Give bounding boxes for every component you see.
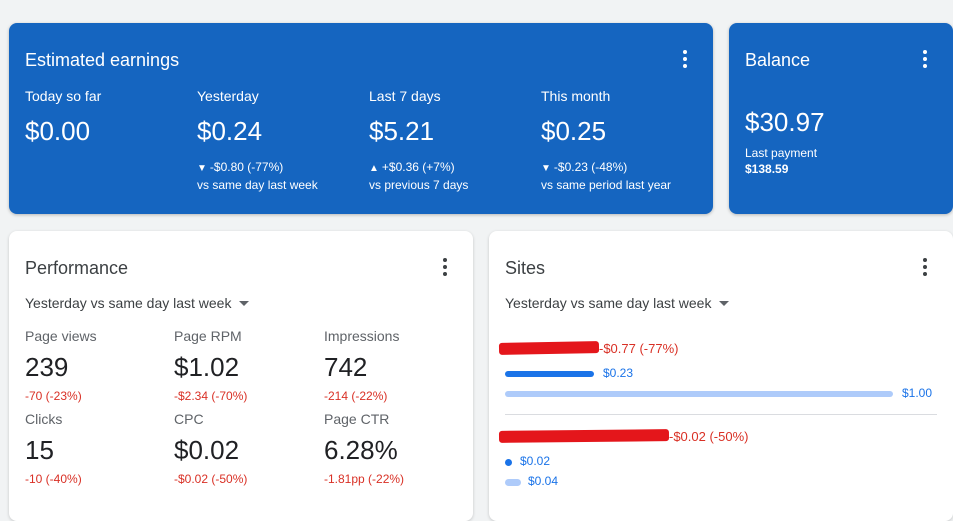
performance-more-icon[interactable] [433, 255, 457, 279]
site-current-value: $0.02 [520, 454, 551, 468]
earnings-this-month-label: This month [541, 88, 611, 104]
down-arrow-icon: ▼ [541, 163, 551, 174]
earnings-last-7-days: Last 7 days $5.21 ▲ +$0.36 (+7%) vs previ… [369, 88, 468, 193]
metric-value: $1.02 [174, 352, 240, 382]
caret-down-icon [239, 300, 250, 306]
metric-value: 6.28% [324, 435, 398, 465]
metric-change: -$0.02 (-50%) [174, 472, 248, 486]
balance-more-icon[interactable] [913, 47, 937, 71]
down-arrow-icon: ▼ [197, 163, 207, 174]
site-divider [505, 414, 937, 415]
metric-page-views: Page views 239 -70 (-23%) [25, 328, 97, 403]
earnings-last-7-days-compare: vs previous 7 days [369, 178, 469, 192]
earnings-this-month-compare: vs same period last year [541, 178, 672, 192]
metric-value: 15 [25, 435, 54, 465]
metric-value: 742 [324, 352, 368, 382]
metric-value: 239 [25, 352, 69, 382]
site-previous-bar [505, 391, 893, 397]
earnings-today-label: Today so far [25, 88, 102, 104]
earnings-yesterday-compare: vs same day last week [197, 178, 318, 192]
metric-label: CPC [174, 411, 204, 427]
earnings-last-7-days-label: Last 7 days [369, 88, 441, 104]
metric-change: -1.81pp (-22%) [324, 472, 405, 486]
sites-title: Sites [505, 258, 546, 278]
site-current-bar [505, 371, 594, 377]
site-previous-value: $0.04 [528, 474, 559, 488]
site-change: -$0.77 (-77%) [599, 341, 679, 356]
site-previous-value: $1.00 [902, 386, 933, 400]
metric-clicks: Clicks 15 -10 (-40%) [25, 411, 82, 486]
earnings-yesterday: Yesterday $0.24 ▼ -$0.80 (-77%) vs same d… [197, 88, 318, 193]
metric-value: $0.02 [174, 435, 240, 465]
metric-label: Page CTR [324, 411, 390, 427]
performance-card: Performance Yesterday vs same day last w… [9, 231, 473, 521]
performance-period-label: Yesterday vs same day last week [25, 295, 232, 311]
metric-change: -214 (-22%) [324, 389, 388, 403]
site-current-bar [505, 459, 512, 466]
balance-value: $30.97 [745, 107, 825, 137]
estimated-earnings-title: Estimated earnings [25, 50, 180, 70]
earnings-this-month-value: $0.25 [541, 116, 607, 146]
site-change: -$0.02 (-50%) [669, 429, 749, 444]
earnings-today-value: $0.00 [25, 116, 91, 146]
caret-down-icon [719, 300, 730, 306]
redacted-site-name [498, 341, 600, 355]
metric-label: Impressions [324, 328, 400, 344]
metric-change: -70 (-23%) [25, 389, 82, 403]
performance-title: Performance [25, 258, 129, 278]
redacted-site-name [498, 429, 670, 443]
sites-card: Sites Yesterday vs same day last week -$… [489, 231, 953, 521]
metric-label: Page views [25, 328, 97, 344]
sites-period-dropdown[interactable]: Yesterday vs same day last week [505, 295, 730, 311]
metric-change: -10 (-40%) [25, 472, 82, 486]
balance-title: Balance [745, 50, 811, 70]
sites-period-label: Yesterday vs same day last week [505, 295, 712, 311]
metric-impressions: Impressions 742 -214 (-22%) [324, 328, 399, 403]
metric-page-rpm: Page RPM $1.02 -$2.34 (-70%) [174, 328, 247, 403]
site-current-value: $0.23 [603, 366, 634, 380]
last-payment-value: $138.59 [745, 162, 789, 176]
earnings-yesterday-change: -$0.80 (-77%) [209, 160, 284, 174]
performance-period-dropdown[interactable]: Yesterday vs same day last week [25, 295, 250, 311]
metric-label: Clicks [25, 411, 63, 427]
earnings-this-month-change: -$0.23 (-48%) [553, 160, 628, 174]
estimated-earnings-card: Estimated earnings Today so far $0.00 Ye… [9, 23, 713, 214]
earnings-today: Today so far $0.00 [25, 88, 101, 147]
site-previous-bar [505, 479, 521, 486]
sites-more-icon[interactable] [913, 255, 937, 279]
earnings-more-icon[interactable] [673, 47, 697, 71]
metric-change: -$2.34 (-70%) [174, 389, 248, 403]
metric-label: Page RPM [174, 328, 242, 344]
up-arrow-icon: ▲ [369, 163, 379, 174]
earnings-yesterday-label: Yesterday [197, 88, 259, 104]
metric-page-ctr: Page CTR 6.28% -1.81pp (-22%) [324, 411, 404, 486]
balance-card: Balance $30.97 Last payment $138.59 [729, 23, 953, 214]
earnings-last-7-days-change: +$0.36 (+7%) [381, 160, 455, 174]
last-payment-label: Last payment [745, 146, 818, 160]
metric-cpc: CPC $0.02 -$0.02 (-50%) [174, 411, 247, 486]
earnings-this-month: This month $0.25 ▼ -$0.23 (-48%) vs same … [541, 88, 671, 193]
earnings-yesterday-value: $0.24 [197, 116, 263, 146]
earnings-last-7-days-value: $5.21 [369, 116, 435, 146]
